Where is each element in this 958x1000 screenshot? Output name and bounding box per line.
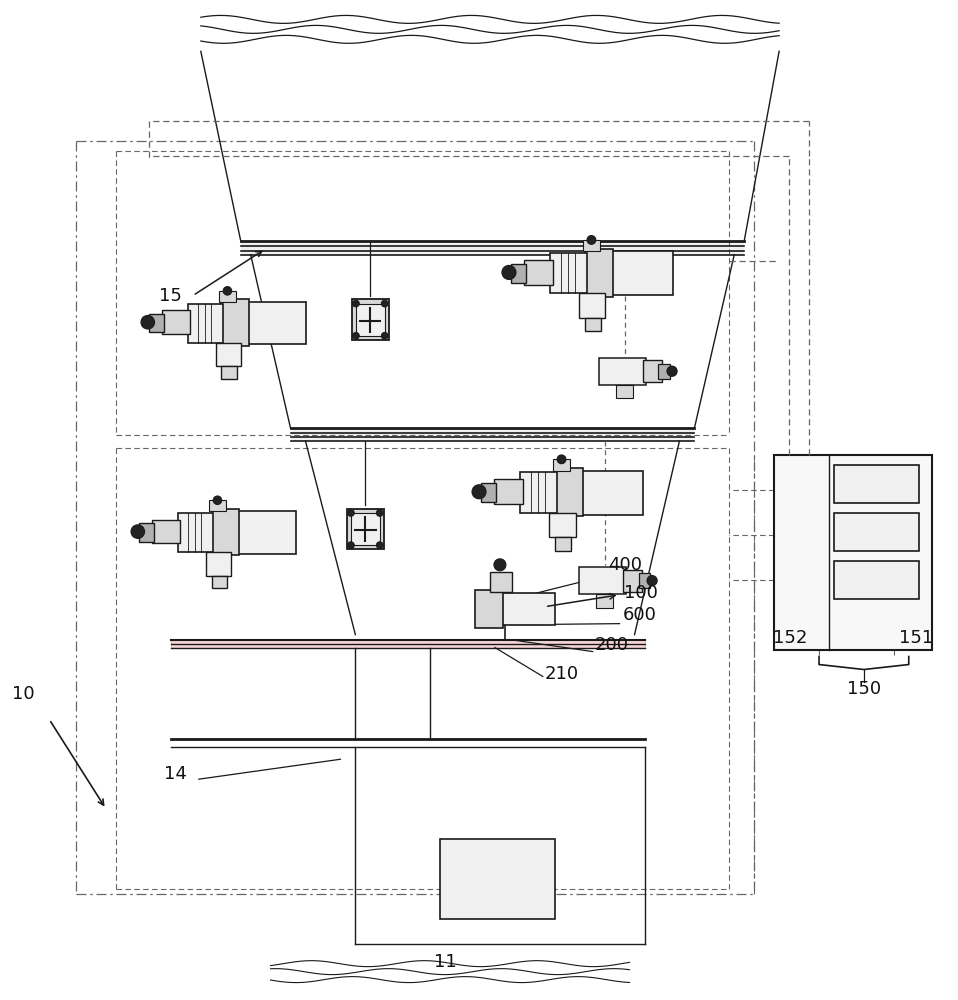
Circle shape	[667, 366, 677, 376]
Bar	[580, 567, 626, 594]
Text: 200: 200	[595, 636, 628, 654]
Bar	[216, 343, 241, 366]
Bar	[580, 293, 605, 318]
Text: 152: 152	[773, 629, 807, 647]
Text: 15: 15	[159, 287, 182, 305]
Bar	[834, 561, 919, 599]
Bar	[599, 358, 646, 385]
Bar	[240, 241, 744, 255]
Circle shape	[502, 265, 516, 279]
Bar	[553, 459, 570, 471]
Bar	[237, 511, 296, 554]
Circle shape	[587, 236, 596, 244]
Bar	[221, 366, 237, 379]
Bar	[524, 260, 553, 285]
Text: 14: 14	[165, 765, 188, 783]
Bar	[352, 299, 389, 340]
Bar	[556, 537, 571, 551]
Bar	[171, 640, 645, 648]
Text: 151: 151	[899, 629, 933, 647]
Circle shape	[472, 485, 486, 499]
Circle shape	[141, 315, 154, 329]
Bar	[500, 593, 555, 625]
Bar	[212, 576, 227, 588]
Text: 150: 150	[847, 680, 881, 698]
Bar	[356, 304, 385, 336]
Bar	[347, 509, 384, 549]
Bar	[152, 520, 180, 543]
Bar	[596, 594, 613, 608]
Bar	[834, 513, 919, 551]
Bar	[351, 513, 379, 545]
Circle shape	[223, 287, 232, 295]
Circle shape	[381, 300, 388, 307]
Circle shape	[348, 510, 354, 516]
Bar	[290, 428, 695, 441]
Bar	[162, 310, 190, 334]
Bar	[643, 360, 662, 382]
Circle shape	[376, 542, 383, 549]
Bar	[247, 302, 307, 344]
Bar	[149, 314, 164, 332]
Text: 210: 210	[545, 665, 579, 683]
Text: 11: 11	[434, 953, 456, 971]
Bar	[556, 468, 583, 516]
Text: 10: 10	[12, 685, 34, 703]
Bar	[494, 479, 523, 504]
Bar	[658, 364, 671, 379]
Bar	[440, 839, 555, 919]
Bar	[616, 385, 633, 398]
Bar	[177, 513, 214, 552]
Bar	[212, 509, 239, 555]
Circle shape	[348, 542, 354, 549]
Bar	[219, 291, 236, 302]
Bar	[585, 249, 613, 297]
Circle shape	[558, 455, 566, 464]
Bar	[550, 253, 587, 293]
Bar	[774, 455, 932, 650]
Circle shape	[381, 332, 388, 339]
Bar	[582, 240, 601, 251]
Bar	[206, 552, 231, 576]
Bar	[221, 299, 249, 346]
Bar	[624, 570, 642, 592]
Text: 600: 600	[623, 606, 656, 624]
Circle shape	[647, 576, 657, 586]
Circle shape	[376, 510, 383, 516]
Bar	[511, 264, 526, 283]
Circle shape	[353, 300, 359, 307]
Circle shape	[131, 525, 145, 538]
Circle shape	[214, 496, 221, 504]
Bar	[611, 251, 673, 295]
Text: 400: 400	[607, 556, 642, 574]
Bar	[481, 483, 495, 502]
Bar	[475, 590, 503, 628]
Text: 100: 100	[624, 584, 657, 602]
Bar	[520, 472, 558, 513]
Bar	[834, 465, 919, 503]
Bar	[188, 304, 223, 343]
Bar	[585, 318, 601, 331]
Bar	[549, 513, 576, 537]
Circle shape	[494, 559, 506, 571]
Circle shape	[353, 332, 359, 339]
Bar	[582, 471, 643, 515]
Bar	[209, 500, 226, 511]
Bar	[140, 523, 154, 542]
Bar	[490, 572, 512, 592]
Bar	[639, 573, 650, 588]
